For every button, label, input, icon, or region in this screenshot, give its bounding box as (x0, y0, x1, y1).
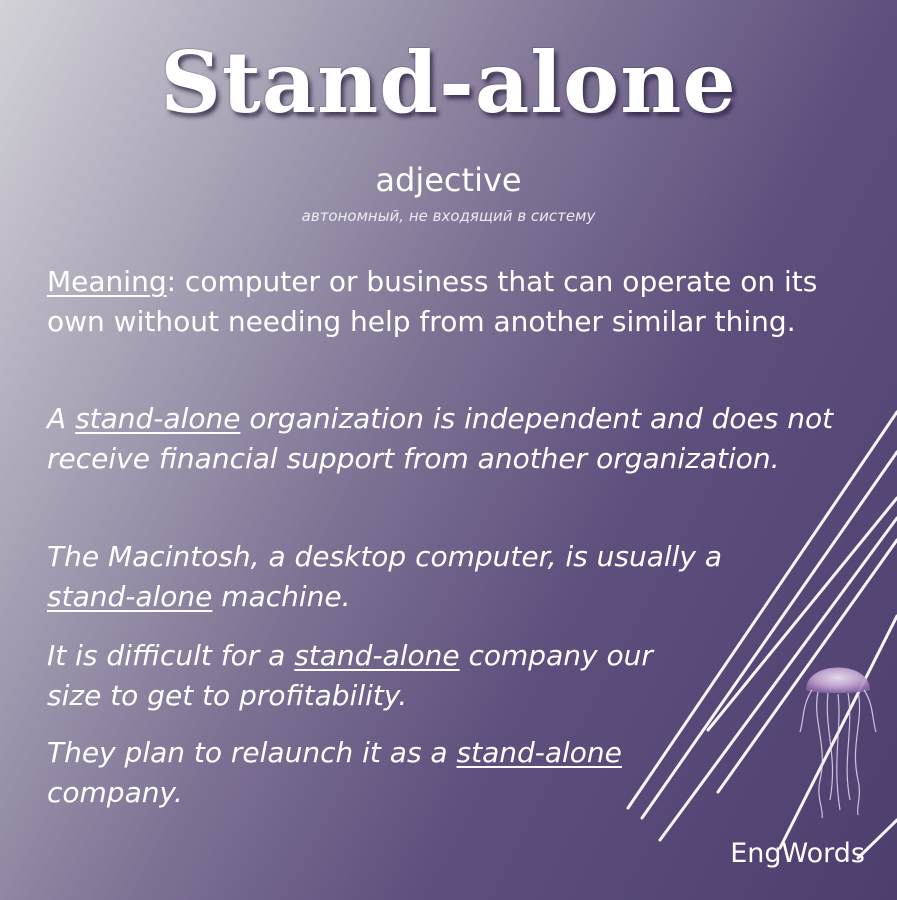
example-text: company. (47, 776, 183, 809)
example-sentence: They plan to relaunch it as a stand-alon… (47, 733, 677, 813)
jellyfish-icon (799, 667, 877, 819)
example-text: They plan to relaunch it as a (47, 736, 457, 769)
russian-translation: автономный, не входящий в систему (301, 207, 596, 225)
example-text: company our size to get to profitability… (47, 639, 653, 712)
meaning-text: computer or business that can operate on… (47, 265, 818, 338)
meaning-definition: Meaning: computer or business that can o… (47, 262, 847, 342)
example-highlight: stand-alone (47, 580, 213, 613)
part-of-speech: adjective (375, 161, 522, 199)
example-text: organization is independent and does not… (47, 402, 834, 475)
example-text: machine. (212, 580, 351, 613)
example-highlight: stand-alone (456, 736, 622, 769)
example-sentence: The Macintosh, a desktop computer, is us… (47, 537, 787, 617)
brand-name: EngWords (730, 838, 865, 869)
example-highlight: stand-alone (294, 639, 460, 672)
word-title: Stand-alone (160, 33, 737, 132)
example-text: The Macintosh, a desktop computer, is us… (47, 540, 723, 573)
example-sentence: It is difficult for a stand-alone compan… (47, 636, 707, 716)
example-text: A (47, 402, 76, 435)
example-sentence: A stand-alone organization is independen… (47, 399, 847, 479)
meaning-label: Meaning (47, 265, 167, 298)
meaning-separator: : (166, 265, 177, 298)
example-highlight: stand-alone (75, 402, 241, 435)
example-text: It is difficult for a (47, 639, 295, 672)
